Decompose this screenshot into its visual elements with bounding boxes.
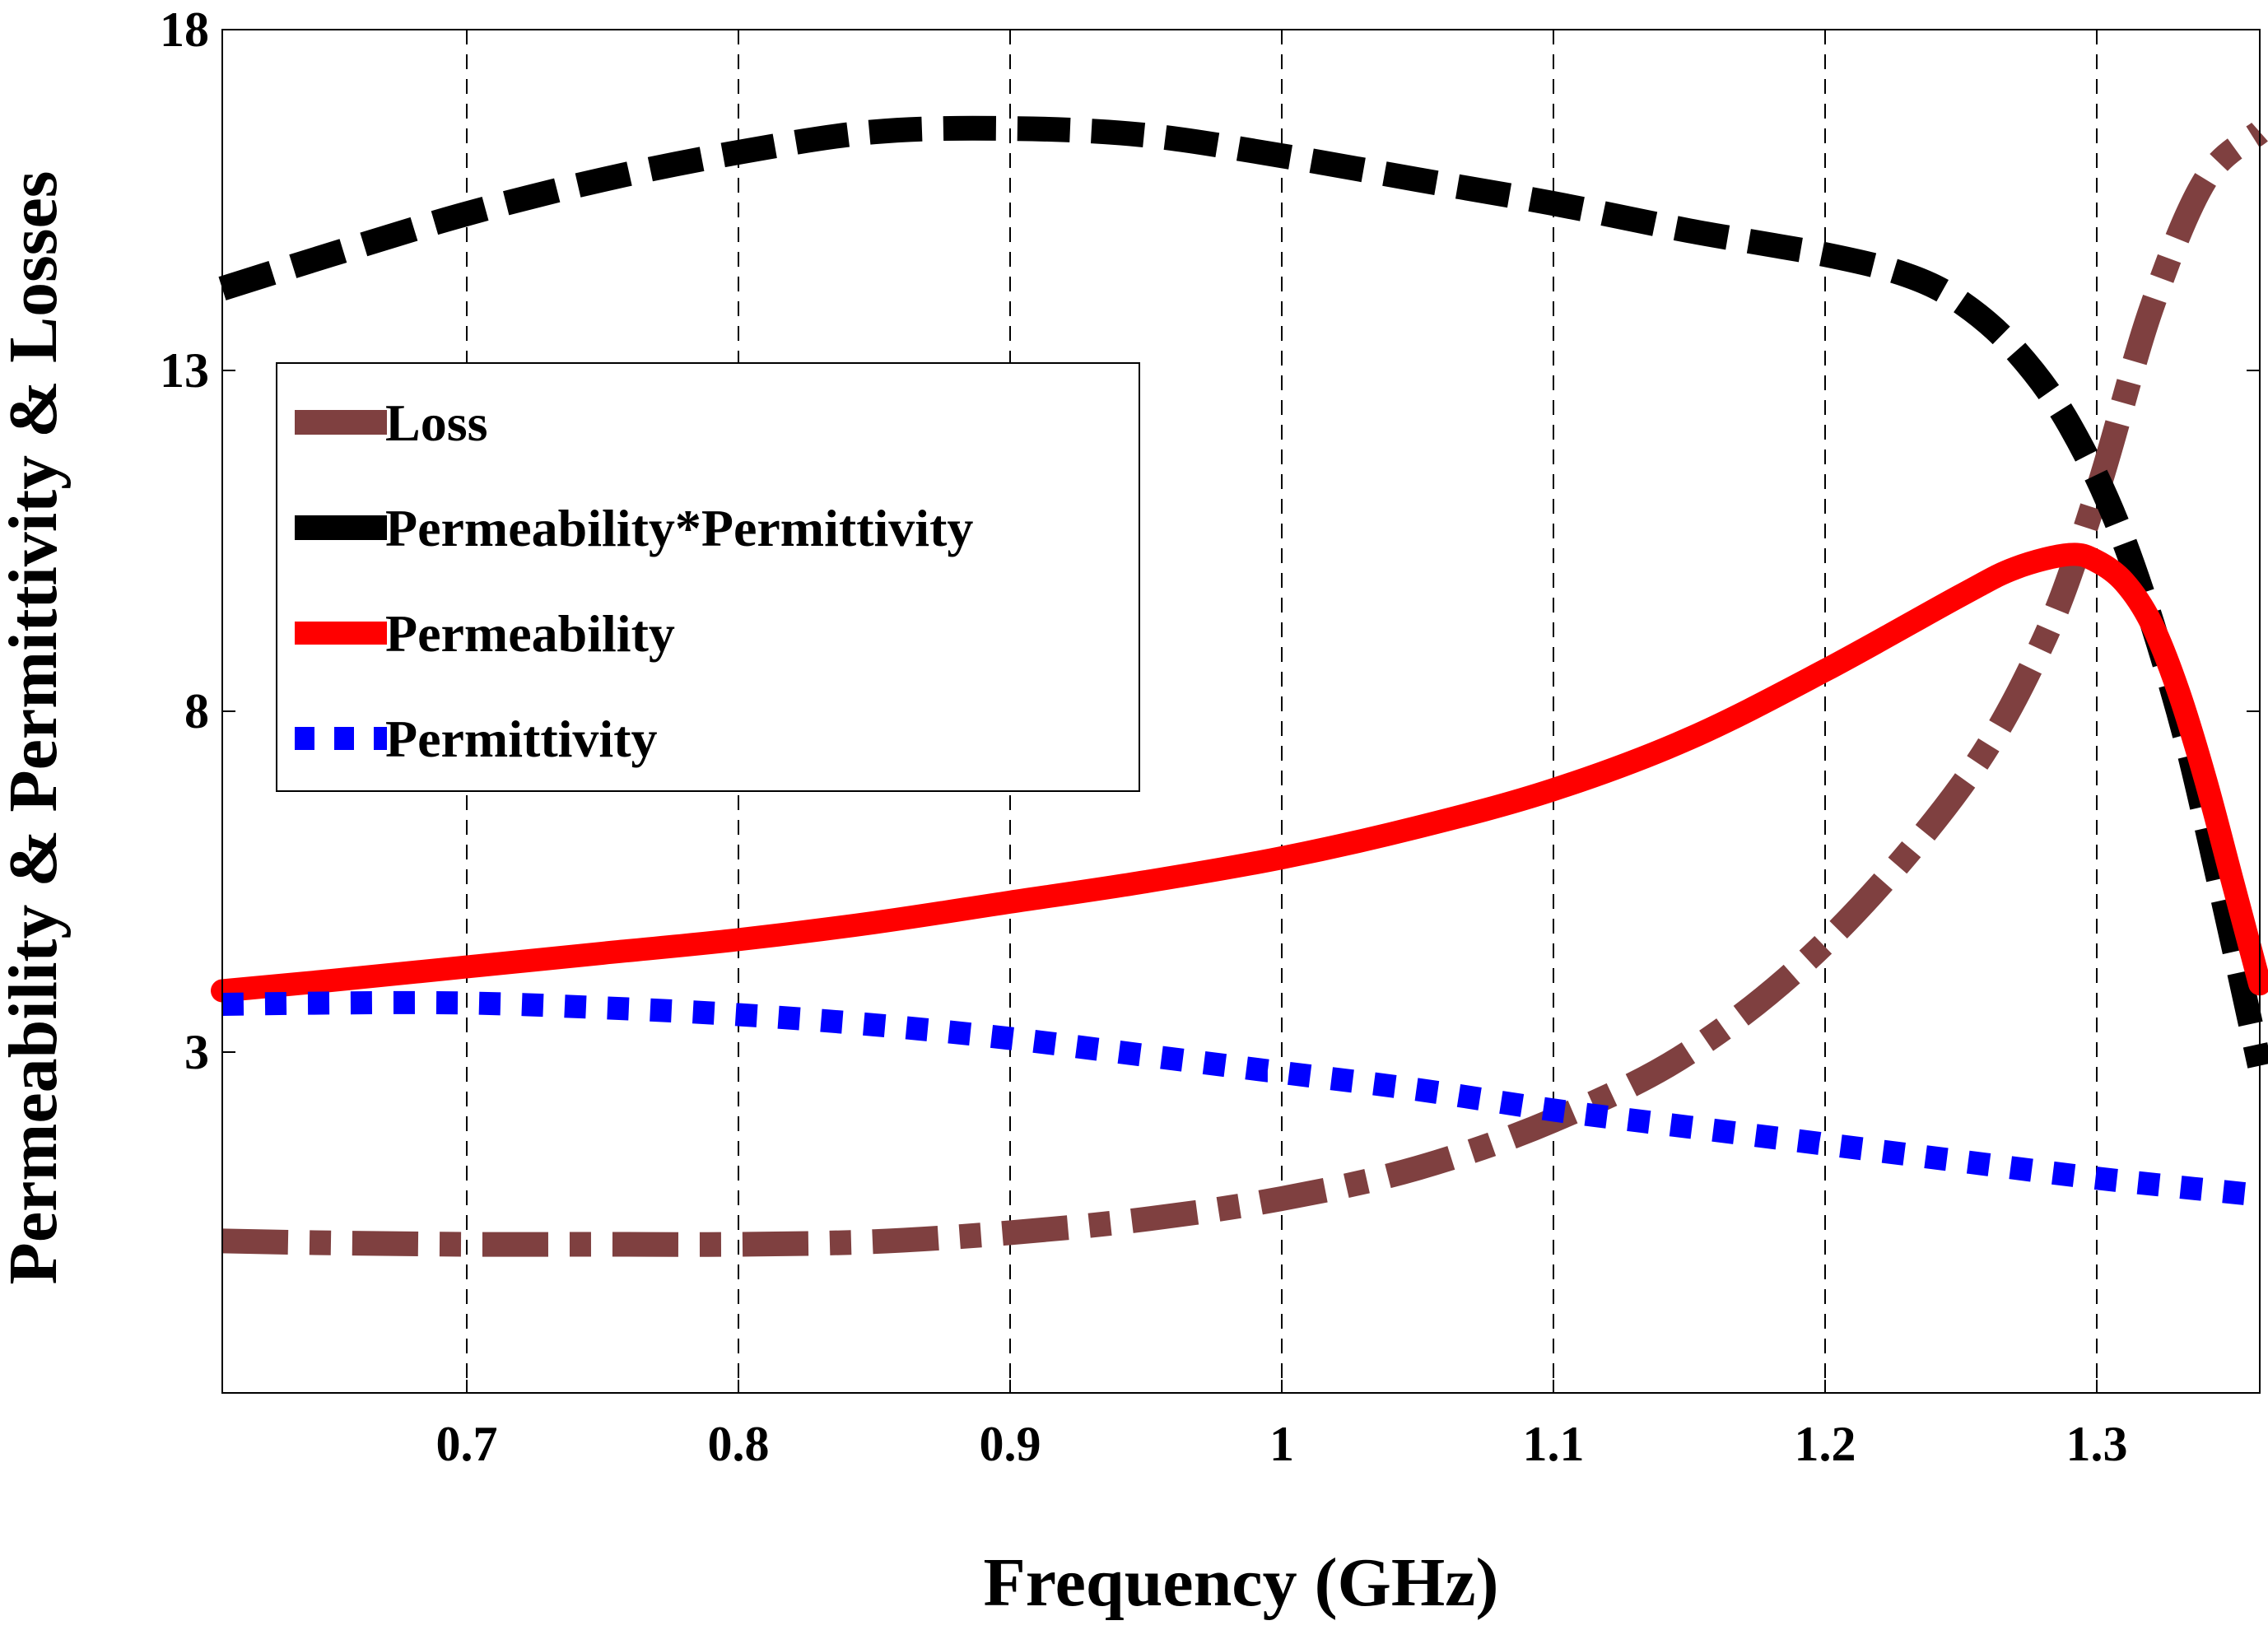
legend-label-permeability-permittivity: Permeability*Permittivity — [385, 499, 973, 557]
y-tick-label: 8 — [184, 684, 209, 738]
series-lines — [211, 115, 2268, 1257]
legend-label-permittivity: Permittivity — [385, 710, 658, 768]
series-line-permittivity — [221, 990, 2261, 1207]
legend: Loss Permeability*Permittivity Permeabilit… — [276, 362, 1140, 792]
x-tick-label: 1.3 — [2066, 1417, 2128, 1471]
series-line-permeability — [211, 543, 2268, 1003]
x-tick-label: 1 — [1269, 1417, 1294, 1471]
x-tick-label: 0.8 — [708, 1417, 770, 1471]
legend-label-permeability: Permeability — [385, 604, 675, 663]
y-tick-label: 13 — [160, 343, 209, 398]
series-line-loss — [221, 122, 2268, 1257]
legend-label-loss: Loss — [385, 394, 488, 452]
y-axis-title: Permeability & Permittivity & Losses — [0, 171, 72, 1285]
axis-ticks: 0.7 0.8 0.9 1 1.1 1.2 1.3 3 8 13 18 — [160, 2, 2260, 1471]
x-tick-label: 0.7 — [436, 1417, 498, 1471]
x-axis-title: Frequency (GHz) — [984, 1544, 1499, 1621]
x-tick-label: 1.1 — [1523, 1417, 1585, 1471]
x-tick-label: 0.9 — [980, 1417, 1041, 1471]
series-line-permeability-permittivity — [218, 115, 2268, 1069]
y-tick-label: 18 — [160, 2, 209, 57]
y-tick-label: 3 — [184, 1025, 209, 1079]
x-tick-label: 1.2 — [1795, 1417, 1856, 1471]
legend-box — [276, 362, 1140, 792]
